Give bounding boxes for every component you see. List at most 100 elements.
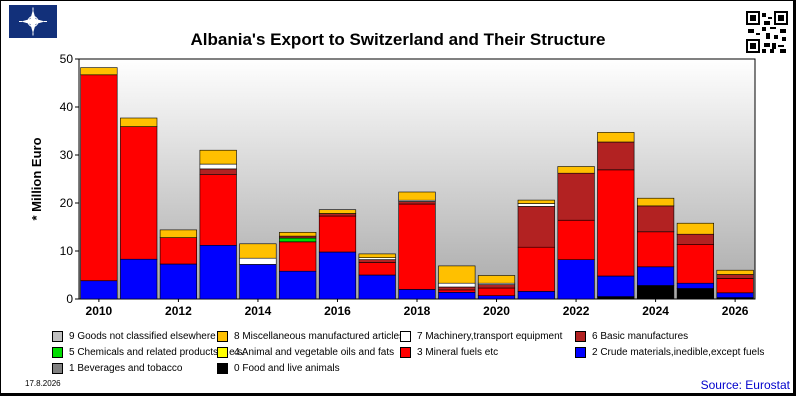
bar-2024-6 [636, 205, 675, 233]
bar-2023-2 [597, 275, 635, 297]
x-tick-label: 2024 [642, 304, 669, 318]
x-tick-label: 2022 [563, 304, 590, 318]
bar-2021-3 [517, 246, 555, 292]
bar-2026-8 [716, 269, 754, 275]
legend-label: 6 Basic manufactures [592, 331, 689, 342]
y-tick-label: 50 [60, 52, 74, 66]
bar-2023-8 [597, 132, 635, 143]
bar-2024-2 [636, 266, 675, 286]
bar-2024-8 [636, 197, 675, 207]
bar-2023-0 [597, 296, 635, 300]
bar-2020-3 [477, 287, 516, 296]
legend-item: 3 Mineral fuels etc [400, 347, 498, 358]
legend-label: 4 Animal and vegetable oils and fats [234, 347, 395, 358]
bar-2019-7 [438, 282, 476, 288]
y-tick-label: 30 [60, 148, 74, 162]
bar-2025-6 [676, 233, 714, 245]
y-tick-label: 40 [60, 100, 74, 114]
bar-2018-3 [398, 203, 436, 290]
bar-2015-2 [279, 270, 317, 300]
legend-item: 6 Basic manufactures [575, 331, 688, 342]
bar-2015-8 [279, 232, 317, 237]
bar-2022-3 [557, 220, 595, 261]
x-tick-label: 2014 [245, 304, 272, 318]
legend-label: 8 Miscellaneous manufactured articles [234, 331, 405, 342]
legend-swatch [217, 347, 228, 358]
bar-2011-3 [120, 126, 158, 260]
x-tick-label: 2016 [324, 304, 351, 318]
legend-swatch [575, 331, 586, 342]
star-emblem-icon [9, 5, 57, 38]
bar-2014-8 [239, 243, 277, 259]
bar-2023-3 [597, 169, 635, 277]
x-tick-label: 2020 [483, 304, 510, 318]
bar-2019-6 [438, 286, 476, 291]
legend-swatch [575, 347, 586, 358]
legend-item: 9 Goods not classified elsewhere [52, 331, 216, 342]
bar-2024-0 [636, 285, 675, 300]
bar-2015-3 [279, 241, 317, 272]
bar-2026-3 [716, 278, 754, 294]
bar-2016-2 [318, 251, 357, 300]
legend-label: 5 Chemicals and related products,n.e.s. [69, 347, 246, 358]
y-tick-label: 0 [66, 292, 73, 306]
bar-2017-8 [358, 253, 396, 258]
bar-2021-6 [517, 206, 555, 248]
bar-2020-2 [477, 295, 516, 300]
x-tick-label: 2010 [86, 304, 113, 318]
bar-2022-2 [557, 259, 595, 300]
legend-label: 0 Food and live animals [234, 363, 340, 374]
y-tick-label: 20 [60, 196, 74, 210]
legend-label: 7 Machinery,transport equipment [417, 331, 563, 342]
bar-2016-8 [318, 209, 357, 214]
bar-2025-3 [676, 244, 714, 284]
qr-code-icon [746, 11, 788, 53]
bar-2010-8 [80, 67, 118, 76]
bar-2021-8 [517, 199, 555, 204]
bar-2012-2 [159, 263, 198, 300]
bar-2021-7 [517, 203, 555, 207]
bar-2024-3 [636, 231, 675, 268]
bar-2021-2 [517, 290, 555, 300]
date-stamp: 17.8.2026 [25, 379, 61, 388]
bar-2026-2 [716, 292, 754, 298]
legend-item: 7 Machinery,transport equipment [400, 331, 562, 342]
bar-2013-8 [199, 149, 237, 165]
bar-2011-2 [120, 258, 158, 300]
bar-2010-3 [80, 74, 118, 281]
y-axis-label: * Million Euro [29, 137, 44, 220]
bar-2025-0 [676, 288, 714, 300]
bar-2016-6 [318, 213, 357, 217]
bar-2023-6 [597, 141, 635, 171]
legend-swatch [217, 363, 228, 374]
legend-label: 2 Crude materials,inedible,except fuels [592, 347, 765, 358]
bar-2022-6 [557, 172, 595, 221]
bar-2013-3 [199, 174, 237, 246]
bar-2011-8 [120, 117, 158, 127]
bar-2017-2 [358, 274, 396, 300]
x-tick-label: 2026 [722, 304, 749, 318]
bar-2018-8 [398, 191, 436, 201]
bar-2015-5 [279, 237, 317, 243]
bar-2019-2 [438, 291, 476, 300]
source-label: Source: Eurostat [700, 378, 790, 392]
bar-2020-8 [477, 275, 516, 284]
y-tick-label: 10 [60, 244, 74, 258]
bar-2013-2 [199, 244, 237, 300]
bar-2025-2 [676, 282, 714, 289]
bar-2012-3 [159, 237, 198, 265]
bar-2020-6 [477, 284, 516, 289]
bar-2013-6 [199, 168, 237, 175]
legend-swatch [217, 331, 228, 342]
bar-2018-6 [398, 201, 436, 205]
legend-swatch [52, 331, 63, 342]
bar-2013-7 [199, 163, 237, 170]
legend-label: 3 Mineral fuels etc [417, 347, 499, 358]
x-tick-label: 2018 [404, 304, 431, 318]
chart-title: Albania's Export to Switzerland and Thei… [190, 30, 606, 49]
bar-2016-3 [318, 215, 357, 253]
legend-item: 4 Animal and vegetable oils and fats [217, 347, 394, 358]
bar-2014-2 [239, 264, 277, 300]
legend-item: 5 Chemicals and related products,n.e.s. [52, 347, 245, 358]
